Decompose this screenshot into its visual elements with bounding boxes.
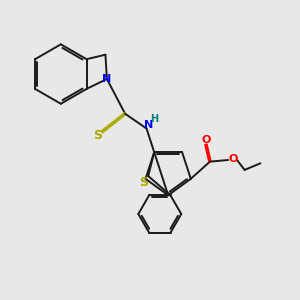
Text: O: O: [228, 154, 237, 164]
Text: O: O: [201, 134, 211, 145]
Text: N: N: [102, 74, 112, 84]
Text: H: H: [150, 114, 158, 124]
Text: S: S: [94, 129, 103, 142]
Text: N: N: [144, 120, 153, 130]
Text: S: S: [140, 176, 148, 189]
